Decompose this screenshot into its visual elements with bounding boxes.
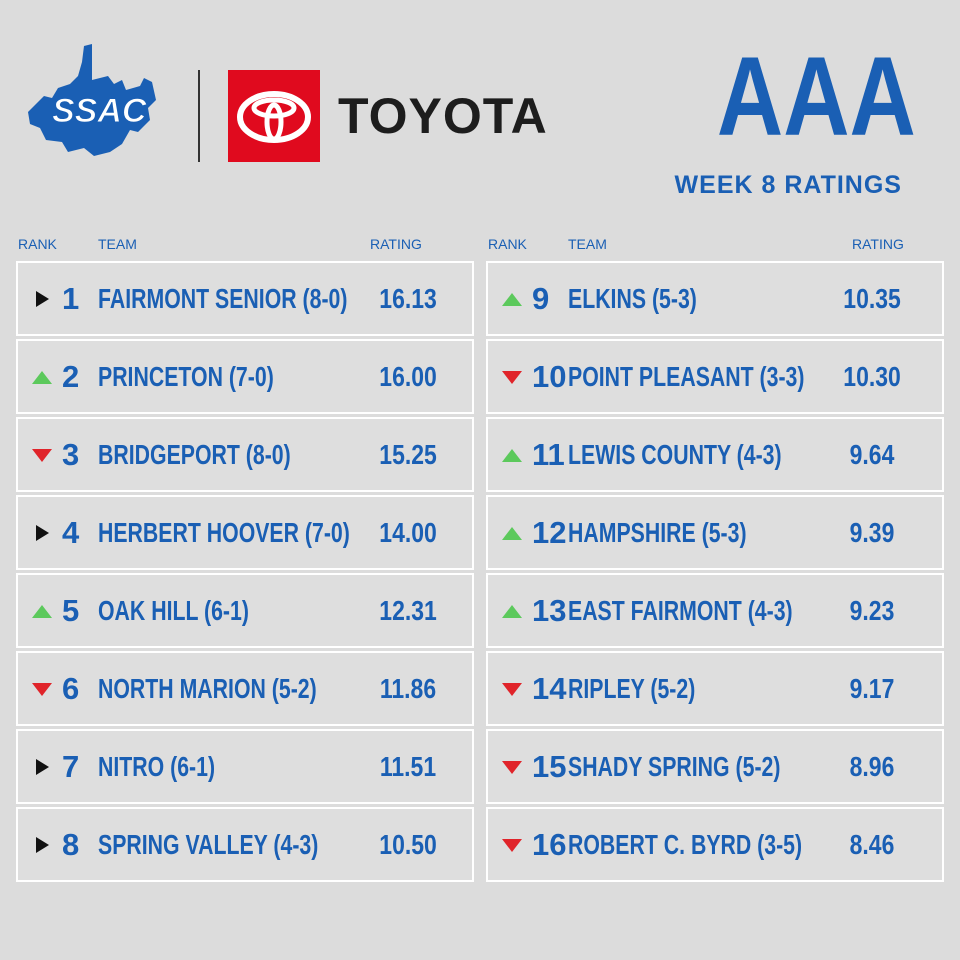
rating-row: 8 SPRING VALLEY (4-3) 10.50 bbox=[16, 807, 474, 882]
up-arrow-icon bbox=[502, 525, 522, 541]
team-rank: 1 bbox=[62, 281, 80, 316]
up-arrow-icon bbox=[32, 369, 52, 385]
rating-row: 2 PRINCETON (7-0) 16.00 bbox=[16, 339, 474, 414]
team-rank: 9 bbox=[532, 281, 550, 316]
team-rating: 8.46 bbox=[849, 829, 895, 860]
team-name: EAST FAIRMONT (4-3) bbox=[568, 595, 793, 626]
no-change-arrow-icon bbox=[32, 759, 52, 775]
rank-header: RANK bbox=[18, 236, 57, 252]
rating-row: 11 LEWIS COUNTY (4-3) 9.64 bbox=[486, 417, 944, 492]
team-header: TEAM bbox=[568, 236, 607, 252]
team-rank: 5 bbox=[62, 593, 80, 628]
down-arrow-icon bbox=[32, 681, 52, 697]
team-rating: 15.25 bbox=[379, 439, 437, 470]
team-rank: 3 bbox=[62, 437, 80, 472]
rating-row: 9 ELKINS (5-3) 10.35 bbox=[486, 261, 944, 336]
ratings-column-left: RANK TEAM RATING 1 FAIRMONT SENIOR (8-0) 1… bbox=[16, 232, 474, 882]
team-name: HERBERT HOOVER (7-0) bbox=[98, 517, 350, 548]
team-rank: 13 bbox=[532, 593, 567, 628]
down-arrow-icon bbox=[502, 759, 522, 775]
team-rating: 9.39 bbox=[849, 517, 895, 548]
team-rating: 10.35 bbox=[843, 283, 901, 314]
rating-row: 13 EAST FAIRMONT (4-3) 9.23 bbox=[486, 573, 944, 648]
team-rank: 11 bbox=[532, 437, 565, 472]
toyota-logo bbox=[228, 70, 320, 162]
ssac-logo: SSAC bbox=[28, 44, 156, 156]
no-change-arrow-icon bbox=[32, 525, 52, 541]
column-headers: RANK TEAM RATING bbox=[16, 232, 474, 258]
team-name: ROBERT C. BYRD (3-5) bbox=[568, 829, 803, 860]
ratings-column-right: RANK TEAM RATING 9 ELKINS (5-3) 10.35 10 POI… bbox=[486, 232, 944, 882]
team-name: FAIRMONT SENIOR (8-0) bbox=[98, 283, 348, 314]
rating-row: 10 POINT PLEASANT (3-3) 10.30 bbox=[486, 339, 944, 414]
team-rating: 11.51 bbox=[379, 751, 437, 782]
brand-name: TOYOTA bbox=[338, 88, 548, 144]
up-arrow-icon bbox=[502, 447, 522, 463]
team-rating: 8.96 bbox=[849, 751, 895, 782]
team-rank: 4 bbox=[62, 515, 80, 550]
team-rank: 7 bbox=[62, 749, 80, 784]
team-rank: 2 bbox=[62, 359, 80, 394]
rating-row: 4 HERBERT HOOVER (7-0) 14.00 bbox=[16, 495, 474, 570]
team-name: NITRO (6-1) bbox=[98, 751, 216, 782]
team-name: LEWIS COUNTY (4-3) bbox=[568, 439, 782, 470]
rating-row: 3 BRIDGEPORT (8-0) 15.25 bbox=[16, 417, 474, 492]
team-name: PRINCETON (7-0) bbox=[98, 361, 274, 392]
team-rating: 10.30 bbox=[843, 361, 901, 392]
rating-row: 12 HAMPSHIRE (5-3) 9.39 bbox=[486, 495, 944, 570]
team-rating: 9.23 bbox=[849, 595, 895, 626]
team-rating: 10.50 bbox=[379, 829, 437, 860]
team-rank: 10 bbox=[532, 359, 567, 394]
down-arrow-icon bbox=[32, 447, 52, 463]
team-name: BRIDGEPORT (8-0) bbox=[98, 439, 291, 470]
column-headers: RANK TEAM RATING bbox=[486, 232, 944, 258]
no-change-arrow-icon bbox=[32, 837, 52, 853]
ssac-logo-text: SSAC bbox=[52, 92, 147, 130]
team-name: RIPLEY (5-2) bbox=[568, 673, 696, 704]
team-name: OAK HILL (6-1) bbox=[98, 595, 249, 626]
down-arrow-icon bbox=[502, 837, 522, 853]
rating-row: 16 ROBERT C. BYRD (3-5) 8.46 bbox=[486, 807, 944, 882]
rank-header: RANK bbox=[488, 236, 527, 252]
team-rating: 14.00 bbox=[379, 517, 437, 548]
team-rank: 12 bbox=[532, 515, 567, 550]
rating-header: RATING bbox=[852, 236, 904, 252]
team-name: SHADY SPRING (5-2) bbox=[568, 751, 781, 782]
rating-row: 15 SHADY SPRING (5-2) 8.96 bbox=[486, 729, 944, 804]
rating-row: 6 NORTH MARION (5-2) 11.86 bbox=[16, 651, 474, 726]
week-subtitle: WEEK 8 RATINGS bbox=[674, 171, 902, 199]
team-rank: 14 bbox=[532, 671, 567, 706]
down-arrow-icon bbox=[502, 369, 522, 385]
rating-row: 5 OAK HILL (6-1) 12.31 bbox=[16, 573, 474, 648]
rating-row: 14 RIPLEY (5-2) 9.17 bbox=[486, 651, 944, 726]
team-name: NORTH MARION (5-2) bbox=[98, 673, 317, 704]
team-rank: 8 bbox=[62, 827, 80, 862]
team-rating: 9.17 bbox=[849, 673, 895, 704]
classification-title: AAA bbox=[716, 34, 916, 159]
rating-row: 7 NITRO (6-1) 11.51 bbox=[16, 729, 474, 804]
team-name: HAMPSHIRE (5-3) bbox=[568, 517, 747, 548]
rating-row: 1 FAIRMONT SENIOR (8-0) 16.13 bbox=[16, 261, 474, 336]
team-header: TEAM bbox=[98, 236, 137, 252]
team-rank: 15 bbox=[532, 749, 567, 784]
team-rank: 6 bbox=[62, 671, 80, 706]
toyota-emblem-icon bbox=[237, 91, 311, 143]
up-arrow-icon bbox=[502, 603, 522, 619]
team-name: ELKINS (5-3) bbox=[568, 283, 697, 314]
team-name: POINT PLEASANT (3-3) bbox=[568, 361, 805, 392]
header: SSAC TOYOTA AAA WEEK 8 RATINGS bbox=[0, 0, 960, 220]
team-rating: 16.00 bbox=[379, 361, 437, 392]
team-rank: 16 bbox=[532, 827, 567, 862]
up-arrow-icon bbox=[32, 603, 52, 619]
up-arrow-icon bbox=[502, 291, 522, 307]
no-change-arrow-icon bbox=[32, 291, 52, 307]
team-rating: 11.86 bbox=[379, 673, 437, 704]
team-rating: 12.31 bbox=[379, 595, 437, 626]
down-arrow-icon bbox=[502, 681, 522, 697]
rating-header: RATING bbox=[370, 236, 422, 252]
header-divider bbox=[198, 70, 200, 162]
team-name: SPRING VALLEY (4-3) bbox=[98, 829, 319, 860]
team-rating: 16.13 bbox=[379, 283, 437, 314]
team-rating: 9.64 bbox=[849, 439, 895, 470]
